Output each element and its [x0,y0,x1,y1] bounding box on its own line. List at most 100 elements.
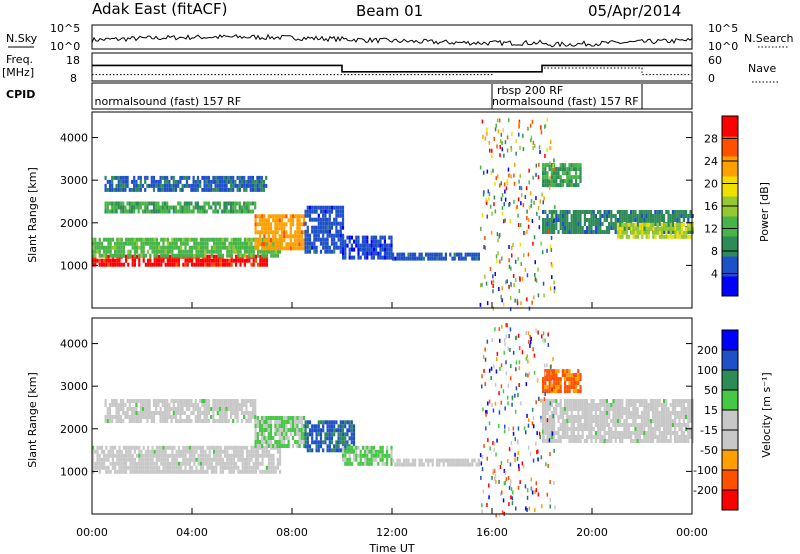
velocity-cell [381,457,384,462]
power-cell [361,243,364,248]
power-cell [326,221,329,226]
power-cell [213,254,216,259]
velocity-cell [603,403,606,407]
noise-tick-right-bottom: 10^0 [708,40,738,53]
power-cell [151,262,154,267]
power-cell [379,251,382,256]
velocity-cell [195,449,198,454]
velocity-cell [103,449,106,454]
power-cell [568,183,571,188]
velocity-cell [601,399,604,403]
velocity-cell [599,411,602,415]
velocity-cell [103,461,106,466]
power-cell [274,218,277,223]
power-cell [570,183,573,188]
velocity-noise [509,482,512,487]
power-cell [337,209,340,214]
velocity-noise [503,481,506,486]
power-cell [194,201,197,206]
power-cell [414,256,417,261]
power-cell [368,243,371,248]
power-cell [616,210,619,214]
velocity-noise [530,486,532,491]
velocity-noise [553,448,555,453]
power-cell [218,183,222,188]
power-cell [348,247,351,252]
power-cell [238,187,241,192]
power-cell [667,218,670,222]
velocity-cell [113,403,116,407]
velocity-cell [548,389,551,394]
power-cell [652,218,655,222]
velocity-cell [614,403,617,407]
power-cell [155,253,158,258]
velocity-cell [158,449,161,454]
power-cell [202,245,205,250]
power-cell [217,237,220,242]
velocity-noise [486,503,488,507]
power-cell [250,245,253,250]
power-cell [120,262,123,267]
power-cell [550,183,553,188]
power-cell [605,226,608,230]
velocity-cell [691,399,694,403]
power-cell [617,226,620,231]
velocity-cell [144,415,147,419]
velocity-cell [188,415,191,419]
velocity-noise [539,435,541,439]
power-cell [592,230,595,234]
power-cell [645,230,648,235]
power-cell [205,175,208,180]
power-cell [335,217,338,222]
velocity-noise [534,508,536,513]
velocity-cell [94,461,97,466]
velocity-cell [326,436,329,441]
velocity-cell [685,411,688,415]
power-cell [214,209,217,214]
power-cell [647,214,650,218]
power-cell [296,222,299,227]
power-cell [169,241,172,246]
power-cell [243,262,246,267]
velocity-cell [205,403,208,407]
velocity-cell [98,469,101,474]
velocity-cell [555,407,558,411]
velocity-cell [669,403,672,407]
velocity-cell [634,415,637,419]
velocity-cell [594,419,597,423]
power-cell [473,256,476,261]
power-noise [554,167,556,172]
power-noise [508,264,511,269]
velocity-cell [568,403,571,407]
velocity-cell [674,415,677,419]
power-cell [632,234,635,239]
power-cell [179,209,182,214]
velocity-cell [111,453,114,458]
power-cell [680,226,683,231]
velocity-cell [202,453,205,458]
power-cell [252,249,255,254]
velocity-cell [546,399,549,403]
velocity-cell [243,461,246,466]
velocity-cell [676,403,679,407]
velocity-noise [487,401,489,406]
velocity-cell [252,461,255,466]
velocity-cell [614,399,617,403]
power-noise [529,123,532,128]
power-cell [124,209,127,214]
power-cell [111,183,114,188]
power-y-ticklabel-2: 3000 [60,174,88,187]
velocity-cell [636,439,639,443]
velocity-cell [148,415,151,419]
power-cell [188,258,191,263]
power-cell [559,163,562,168]
power-cell [238,201,241,206]
power-cell [201,205,204,210]
power-cell [190,201,193,206]
velocity-ylabel: Slant Range [km] [26,372,39,468]
power-cell [146,205,149,210]
power-cell [229,205,233,210]
velocity-cell [228,445,231,450]
